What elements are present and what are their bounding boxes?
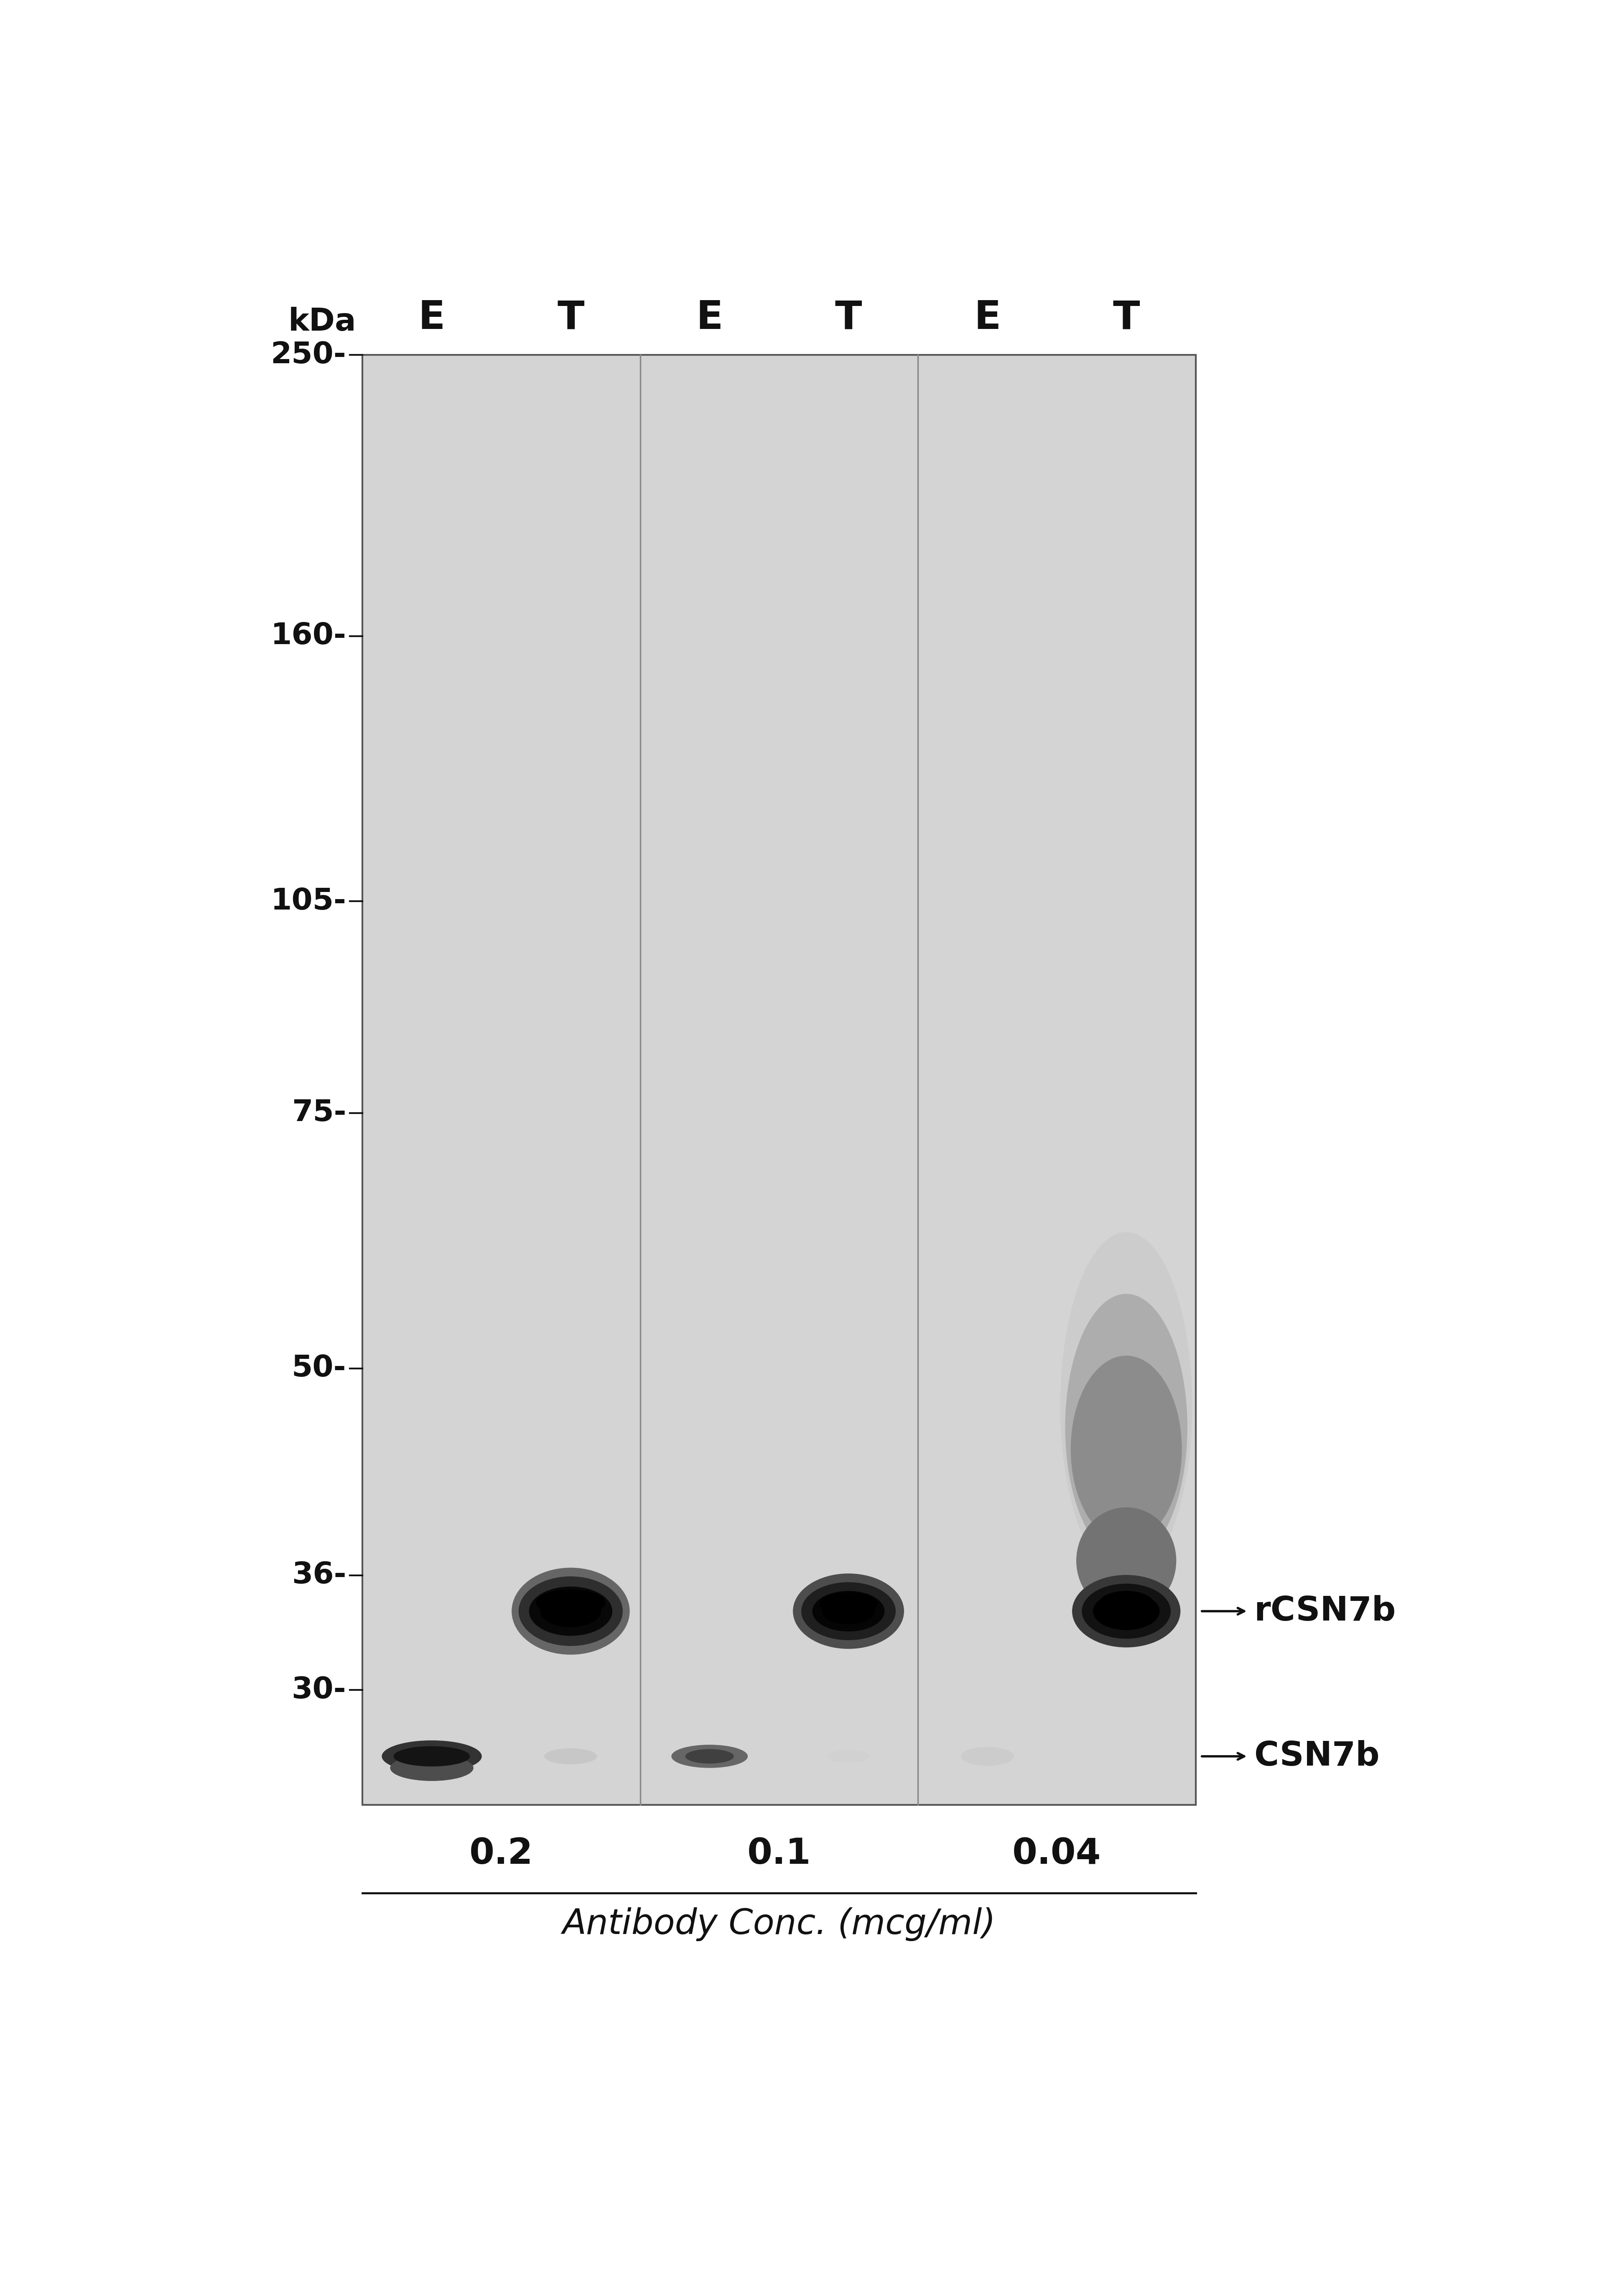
Ellipse shape bbox=[1093, 1593, 1159, 1630]
Text: 75-: 75- bbox=[292, 1100, 347, 1127]
Ellipse shape bbox=[1082, 1584, 1170, 1639]
Ellipse shape bbox=[1077, 1508, 1176, 1614]
Text: T: T bbox=[835, 298, 862, 338]
Ellipse shape bbox=[1066, 1295, 1188, 1561]
Text: rCSN7b: rCSN7b bbox=[1254, 1596, 1396, 1628]
Ellipse shape bbox=[1098, 1591, 1154, 1616]
Ellipse shape bbox=[961, 1747, 1014, 1766]
Ellipse shape bbox=[536, 1589, 605, 1616]
Ellipse shape bbox=[1071, 1355, 1181, 1543]
Text: 250-: 250- bbox=[271, 340, 347, 370]
Text: 0.2: 0.2 bbox=[469, 1837, 533, 1871]
Text: 36-: 36- bbox=[292, 1561, 347, 1589]
Ellipse shape bbox=[828, 1750, 870, 1763]
Ellipse shape bbox=[793, 1573, 904, 1649]
Ellipse shape bbox=[812, 1591, 884, 1632]
Text: T: T bbox=[557, 298, 584, 338]
Text: 0.1: 0.1 bbox=[748, 1837, 811, 1871]
Ellipse shape bbox=[390, 1754, 473, 1782]
Ellipse shape bbox=[393, 1747, 470, 1766]
Text: 105-: 105- bbox=[271, 886, 347, 916]
Text: E: E bbox=[974, 298, 1002, 338]
Ellipse shape bbox=[685, 1750, 733, 1763]
Ellipse shape bbox=[382, 1740, 482, 1773]
Text: T: T bbox=[1112, 298, 1140, 338]
Text: 30-: 30- bbox=[292, 1676, 347, 1704]
Ellipse shape bbox=[541, 1596, 602, 1628]
Text: 0.04: 0.04 bbox=[1013, 1837, 1101, 1871]
Ellipse shape bbox=[530, 1587, 613, 1635]
Text: E: E bbox=[419, 298, 445, 338]
Text: 160-: 160- bbox=[271, 622, 347, 650]
Ellipse shape bbox=[819, 1593, 878, 1616]
Text: Antibody Conc. (mcg/ml): Antibody Conc. (mcg/ml) bbox=[562, 1908, 995, 1940]
Ellipse shape bbox=[801, 1582, 896, 1639]
Ellipse shape bbox=[518, 1577, 623, 1646]
Text: CSN7b: CSN7b bbox=[1254, 1740, 1379, 1773]
Ellipse shape bbox=[544, 1747, 597, 1763]
Text: 50-: 50- bbox=[292, 1355, 347, 1382]
Text: kDa: kDa bbox=[289, 308, 356, 338]
Ellipse shape bbox=[671, 1745, 748, 1768]
Ellipse shape bbox=[512, 1568, 629, 1655]
Text: E: E bbox=[697, 298, 724, 338]
Ellipse shape bbox=[822, 1598, 875, 1623]
Ellipse shape bbox=[1061, 1233, 1193, 1580]
Bar bbox=[363, 356, 1196, 1805]
Ellipse shape bbox=[1072, 1575, 1180, 1649]
